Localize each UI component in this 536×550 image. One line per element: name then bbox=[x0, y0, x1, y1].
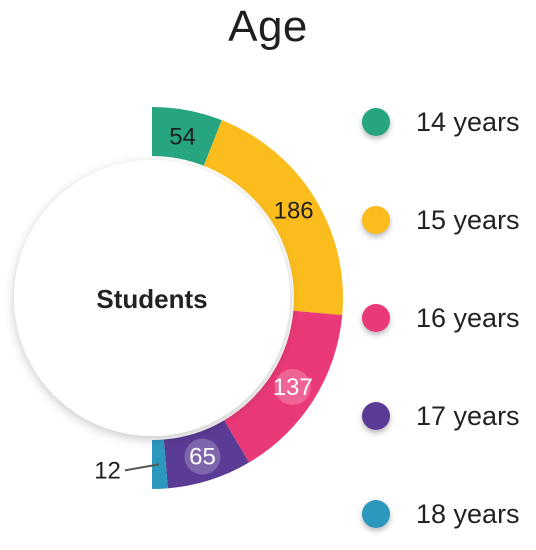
legend-swatch bbox=[362, 108, 390, 136]
legend-label: 14 years bbox=[416, 106, 520, 137]
leader-line bbox=[124, 463, 160, 472]
data-label-badge bbox=[274, 369, 311, 406]
data-label: 186 bbox=[274, 197, 314, 224]
data-label: 12 bbox=[94, 457, 121, 484]
legend-item: 14 years bbox=[362, 102, 520, 142]
legend-swatch bbox=[362, 500, 390, 528]
legend-item: 16 years bbox=[362, 298, 520, 338]
legend-swatch bbox=[362, 402, 390, 430]
chart-title: Age bbox=[228, 2, 308, 51]
legend-item: 17 years bbox=[362, 396, 520, 436]
legend-label: 18 years bbox=[416, 498, 520, 529]
data-label: 137 bbox=[273, 374, 313, 401]
legend-label: 17 years bbox=[416, 400, 520, 431]
donut-center bbox=[14, 160, 290, 436]
legend-item: 18 years bbox=[362, 494, 520, 534]
data-label: 65 bbox=[189, 444, 216, 471]
donut-segment-15-years bbox=[203, 120, 343, 316]
legend-swatch bbox=[362, 206, 390, 234]
legend-item: 15 years bbox=[362, 200, 520, 240]
donut-segment-14-years bbox=[152, 107, 222, 166]
center-label: Students bbox=[96, 284, 207, 314]
legend-swatch bbox=[362, 304, 390, 332]
legend-label: 16 years bbox=[416, 302, 520, 333]
donut-segment-17-years bbox=[163, 420, 250, 489]
legend-label: 15 years bbox=[416, 204, 520, 235]
donut-segment-16-years bbox=[224, 310, 343, 463]
data-label: 54 bbox=[169, 123, 196, 150]
donut-segment-18-years bbox=[152, 439, 168, 489]
data-label-badge bbox=[184, 438, 221, 475]
